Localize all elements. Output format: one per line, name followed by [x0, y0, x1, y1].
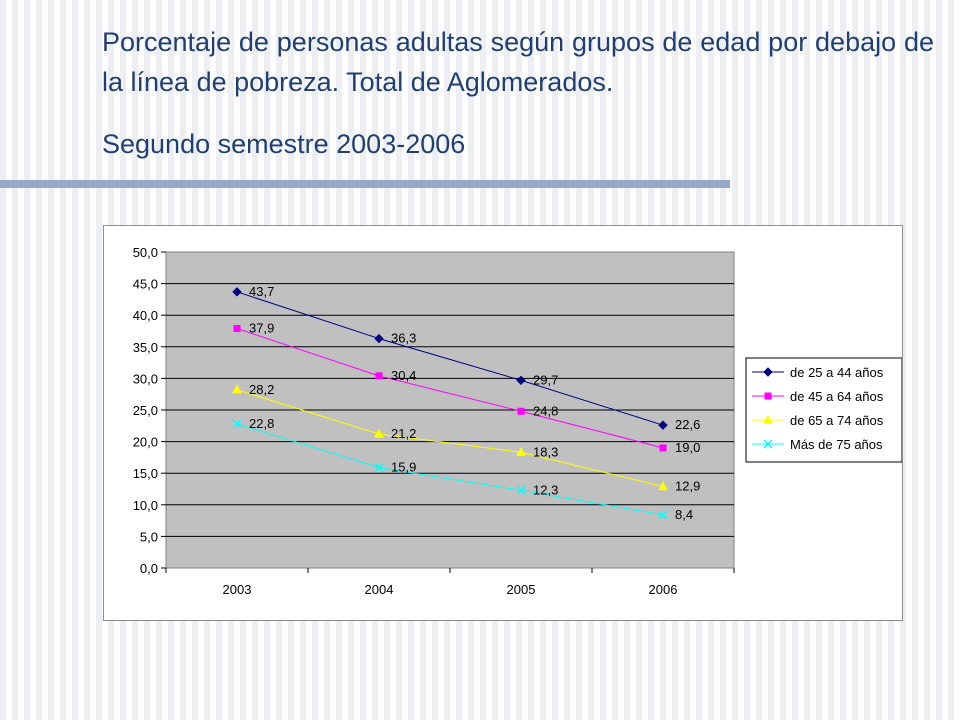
series-line: [236, 389, 664, 487]
x-tick-label: 2005: [507, 582, 536, 597]
legend-marker: [763, 367, 773, 377]
legend-label: de 65 a 74 años: [790, 413, 884, 428]
data-point: [658, 420, 668, 430]
legend: [745, 357, 903, 463]
y-tick-label: 15,0: [133, 466, 158, 481]
data-label: 21,2: [391, 426, 416, 441]
slide-subtitle: Segundo semestre 2003-2006: [102, 129, 466, 159]
legend-marker: [763, 439, 773, 449]
slide-title: Porcentaje de personas adultas según gru…: [102, 27, 934, 97]
series-line: [236, 291, 664, 426]
data-label: 22,8: [249, 416, 274, 431]
data-label: 30,4: [391, 368, 416, 383]
data-label: 22,6: [675, 417, 700, 432]
legend-label: de 45 a 64 años: [790, 389, 884, 404]
x-tick-label: 2003: [223, 582, 252, 597]
y-tick-label: 50,0: [133, 245, 158, 260]
data-point: [516, 446, 526, 457]
chart-frame: 0,0 5,0 10,0 15,0 20,0 25,0 30,0 35,0 40,0 45,0 50…: [103, 225, 903, 621]
y-tick-label: 5,0: [140, 529, 158, 544]
data-point: [374, 428, 384, 438]
data-point: [375, 372, 383, 380]
legend-marker: [763, 414, 773, 424]
data-label: 24,8: [533, 403, 558, 418]
legend-label: de 25 a 44 años: [790, 365, 884, 380]
data-label: 18,3: [533, 444, 558, 459]
x-tick-label: 2004: [365, 582, 394, 597]
y-tick-label: 20,0: [133, 435, 158, 450]
y-tick-label: 45,0: [133, 277, 158, 292]
y-tick-label: 0,0: [140, 561, 158, 576]
data-point: [232, 287, 242, 297]
data-label: 8,4: [675, 507, 693, 522]
data-label: 15,9: [391, 460, 416, 475]
y-tick-label: 40,0: [133, 308, 158, 323]
y-tick-label: 10,0: [133, 498, 158, 513]
data-label: 12,3: [533, 482, 558, 497]
data-point: [516, 485, 526, 495]
data-label: 29,7: [533, 372, 558, 387]
data-point: [374, 462, 384, 473]
decorative-bar: [0, 180, 730, 188]
y-tick-label: 25,0: [133, 403, 158, 418]
data-point: [233, 324, 241, 332]
data-point: [517, 407, 525, 415]
data-point: [232, 419, 242, 429]
data-label: 19,0: [675, 440, 700, 455]
data-label: 12,9: [675, 478, 700, 493]
y-tick-label: 35,0: [133, 340, 158, 355]
data-point: [232, 384, 242, 394]
legend-label: Más de 75 años: [790, 437, 883, 452]
series-line: [236, 423, 664, 516]
data-label: 28,2: [249, 382, 274, 397]
series-line: [236, 327, 664, 449]
data-label: 36,3: [391, 331, 416, 346]
legend-marker: [764, 392, 772, 400]
x-tick-label: 2006: [649, 582, 678, 597]
data-point: [658, 480, 668, 491]
y-tick-label: 30,0: [133, 371, 158, 386]
line-chart: 0,0 5,0 10,0 15,0 20,0 25,0 30,0 35,0 40,0 45,0 50…: [133, 245, 903, 597]
data-point: [516, 375, 526, 386]
data-label: 37,9: [249, 320, 274, 335]
data-point: [374, 333, 384, 344]
data-point: [659, 444, 667, 452]
data-point: [658, 510, 668, 520]
data-label: 43,7: [249, 284, 274, 299]
